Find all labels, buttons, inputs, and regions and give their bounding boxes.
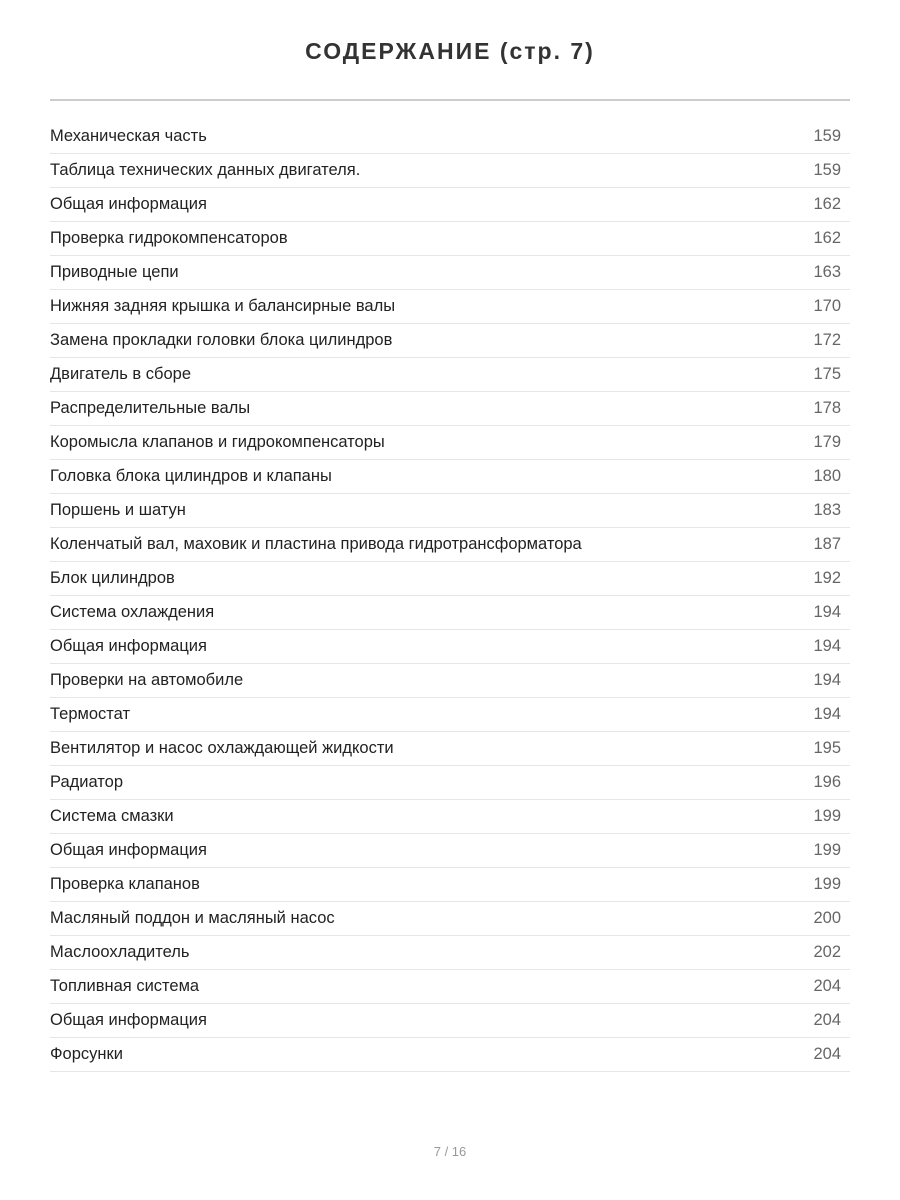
toc-entry-title: Общая информация [50, 195, 207, 213]
toc-entry[interactable]: Проверка клапанов 199 [50, 868, 850, 902]
toc-entry-title: Приводные цепи [50, 263, 179, 281]
toc-entry[interactable]: Радиатор 196 [50, 766, 850, 800]
toc-entry-title: Топливная система [50, 977, 200, 995]
toc-entry-title: Головка блока цилиндров и клапаны [50, 467, 332, 485]
title-divider [50, 99, 850, 101]
toc-entry-page: 162 [813, 195, 841, 213]
toc-entry[interactable]: Общая информация 199 [50, 834, 850, 868]
toc-entry-page: 179 [813, 433, 841, 451]
toc-entry-title: Форсунки [50, 1045, 123, 1063]
toc-entry-page: 196 [813, 773, 841, 791]
toc-entry-title: Система смазки [50, 807, 174, 825]
toc-entry-title: Проверка клапанов [50, 875, 200, 893]
toc-entry-title: Общая информация [50, 1011, 207, 1029]
toc-entry[interactable]: Система смазки 199 [50, 800, 850, 834]
toc-entry-title: Термостат [50, 705, 131, 723]
toc-entry-title: Распределительные валы [50, 399, 251, 417]
toc-entry[interactable]: Приводные цепи 163 [50, 256, 850, 290]
toc-entry[interactable]: Замена прокладки головки блока цилиндров… [50, 324, 850, 358]
toc-entry[interactable]: Коромысла клапанов и гидрокомпенсаторы 17… [50, 426, 850, 460]
toc-entry-page: 194 [813, 705, 841, 723]
toc-entry[interactable]: Проверки на автомобиле 194 [50, 664, 850, 698]
toc-entry-page: 178 [813, 399, 841, 417]
page-title: СОДЕРЖАНИЕ (стр. 7) [305, 38, 595, 64]
toc-entry-page: 204 [813, 1011, 841, 1029]
page-indicator: 7 / 16 [433, 1144, 467, 1159]
toc-entry-page: 199 [813, 807, 841, 825]
toc-entry[interactable]: Механическая часть 159 [50, 120, 850, 154]
toc-entry[interactable]: Термостат 194 [50, 698, 850, 732]
toc-entry-title: Поршень и шатун [50, 501, 186, 519]
toc-entry[interactable]: Нижняя задняя крышка и балансирные валы 1… [50, 290, 850, 324]
toc-entry[interactable]: Общая информация 204 [50, 1004, 850, 1038]
toc-entry[interactable]: Коленчатый вал, маховик и пластина приво… [50, 528, 850, 562]
toc-entry[interactable]: Топливная система 204 [50, 970, 850, 1004]
toc-entry-title: Вентилятор и насос охлаждающей жидкости [50, 739, 394, 757]
toc-entry[interactable]: Головка блока цилиндров и клапаны 180 [50, 460, 850, 494]
toc-entry[interactable]: Система охлаждения 194 [50, 596, 850, 630]
toc-entry[interactable]: Форсунки 204 [50, 1038, 850, 1072]
toc-entry-page: 200 [813, 909, 841, 927]
toc-entry-page: 202 [813, 943, 841, 961]
toc-entry-page: 175 [813, 365, 841, 383]
toc-entry-page: 204 [813, 1045, 841, 1063]
toc-entry-title: Общая информация [50, 841, 207, 859]
toc-entry-title: Система охлаждения [50, 603, 215, 621]
toc-entry-page: 199 [813, 875, 841, 893]
toc-entry[interactable]: Проверка гидрокомпенсаторов 162 [50, 222, 850, 256]
toc-entry[interactable]: Маслоохладитель 202 [50, 936, 850, 970]
toc-entry-page: 183 [813, 501, 841, 519]
toc-entry-title: Коромысла клапанов и гидрокомпенсаторы [50, 433, 385, 451]
toc-entry-page: 187 [813, 535, 841, 553]
toc-entry-page: 199 [813, 841, 841, 859]
toc-entry-title: Механическая часть [50, 127, 207, 145]
toc-entry-page: 192 [813, 569, 841, 587]
toc-entry-title: Радиатор [50, 773, 124, 791]
toc-entry-title: Общая информация [50, 637, 207, 655]
toc-entry-title: Таблица технических данных двигателя. [50, 161, 361, 179]
toc-entry[interactable]: Общая информация 194 [50, 630, 850, 664]
toc-entry-title: Коленчатый вал, маховик и пластина приво… [50, 535, 582, 553]
toc-entry[interactable]: Блок цилиндров 192 [50, 562, 850, 596]
toc-entry-page: 162 [813, 229, 841, 247]
toc-entry-page: 204 [813, 977, 841, 995]
toc-entry[interactable]: Поршень и шатун 183 [50, 494, 850, 528]
toc-entry-page: 163 [813, 263, 841, 281]
toc-entry-title: Масляный поддон и масляный насос [50, 909, 335, 927]
toc-entry-title: Блок цилиндров [50, 569, 175, 587]
toc-entry-page: 159 [813, 161, 841, 179]
toc-entry-page: 194 [813, 637, 841, 655]
toc-entry-page: 194 [813, 671, 841, 689]
toc-entry-page: 194 [813, 603, 841, 621]
toc-list: Механическая часть 159 Таблица технических… [50, 120, 850, 1072]
toc-entry-title: Проверка гидрокомпенсаторов [50, 229, 288, 247]
toc-entry[interactable]: Вентилятор и насос охлаждающей жидкости 1… [50, 732, 850, 766]
toc-entry-page: 195 [813, 739, 841, 757]
toc-entry[interactable]: Распределительные валы 178 [50, 392, 850, 426]
toc-entry-title: Двигатель в сборе [50, 365, 192, 383]
toc-entry-page: 170 [813, 297, 841, 315]
toc-entry[interactable]: Масляный поддон и масляный насос 200 [50, 902, 850, 936]
toc-entry[interactable]: Двигатель в сборе 175 [50, 358, 850, 392]
toc-entry-title: Замена прокладки головки блока цилиндров [50, 331, 393, 349]
toc-entry-title: Маслоохладитель [50, 943, 190, 961]
toc-entry[interactable]: Общая информация 162 [50, 188, 850, 222]
toc-entry-title: Нижняя задняя крышка и балансирные валы [50, 297, 396, 315]
toc-entry-page: 172 [813, 331, 841, 349]
toc-entry[interactable]: Таблица технических данных двигателя. 159 [50, 154, 850, 188]
toc-entry-page: 180 [813, 467, 841, 485]
toc-entry-title: Проверки на автомобиле [50, 671, 244, 689]
toc-entry-page: 159 [813, 127, 841, 145]
